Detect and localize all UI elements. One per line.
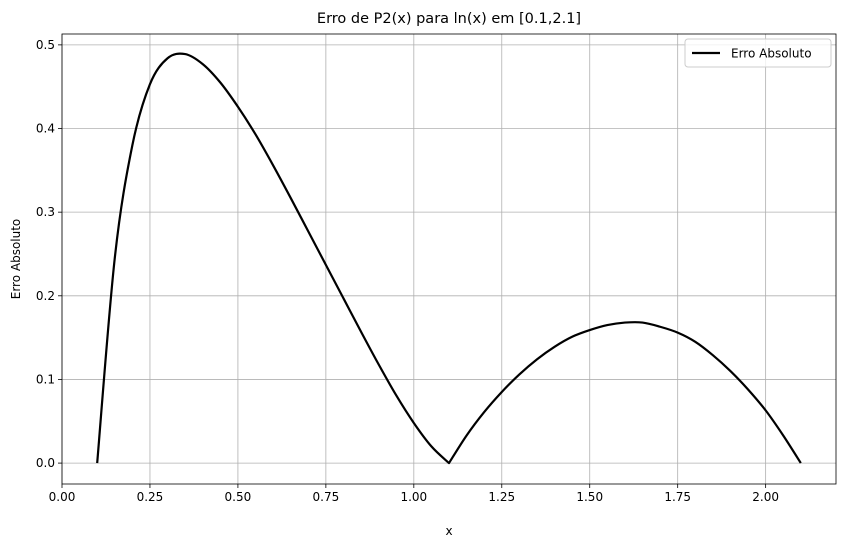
series-layer: [96, 52, 802, 465]
x-tick-label: 0.75: [313, 490, 340, 504]
axis-ticks: 0.00 0.25 0.50 0.75 1.00 1.25 1.50 1.75 2.00 0.0 0…: [36, 38, 779, 504]
x-tick-label: 0.25: [137, 490, 164, 504]
series-line-erro-absoluto: [96, 52, 802, 465]
y-tick-label: 0.0: [36, 456, 55, 470]
grid: [61, 34, 836, 484]
x-tick-label: 1.75: [664, 490, 691, 504]
x-tick-label: 1.00: [400, 490, 427, 504]
legend-frame: [684, 38, 832, 68]
x-tick-label: 1.50: [576, 490, 603, 504]
legend: Erro Absoluto: [684, 38, 832, 68]
x-tick-label: 1.25: [488, 490, 515, 504]
legend-label: Erro Absoluto: [731, 47, 812, 61]
y-tick-label: 0.3: [36, 205, 55, 219]
x-tick-label: 0.00: [49, 490, 76, 504]
x-tick-label: 2.00: [752, 490, 779, 504]
y-tick-label: 0.2: [36, 289, 55, 303]
y-axis-label: Erro Absoluto: [9, 219, 23, 300]
x-tick-label: 0.50: [225, 490, 252, 504]
chart-title: Erro de P2(x) para ln(x) em [0.1,2.1]: [317, 11, 581, 27]
plot-area-frame: [61, 33, 837, 485]
y-tick-label: 0.4: [36, 122, 55, 136]
y-tick-label: 0.1: [36, 372, 55, 386]
y-tick-label: 0.5: [36, 38, 55, 52]
x-axis-label: x: [445, 524, 452, 538]
